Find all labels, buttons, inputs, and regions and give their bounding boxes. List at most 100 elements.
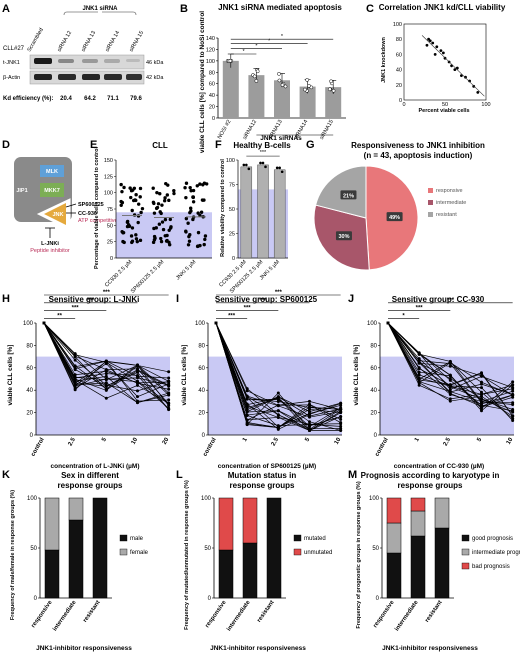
data-point bbox=[159, 211, 163, 216]
y-tick-label: 40 bbox=[209, 93, 215, 99]
y-tick-label: 0 bbox=[110, 256, 113, 262]
data-point bbox=[184, 181, 189, 185]
panel-j-xlabel: concentration of CC-930 (µM) bbox=[394, 463, 484, 470]
data-point bbox=[479, 380, 483, 384]
panel-b-axes: 0 20 40 60 80 100 120 140 bbox=[206, 36, 346, 122]
data-point bbox=[479, 402, 483, 406]
significance-star: *** bbox=[416, 306, 424, 312]
bar-segment bbox=[92, 497, 108, 599]
panel-letter-a: A bbox=[2, 3, 10, 15]
band bbox=[34, 58, 52, 64]
data-point bbox=[448, 383, 452, 387]
panel-letter-i: I bbox=[176, 293, 179, 305]
pie-label: 49% bbox=[389, 215, 400, 221]
y-tick-label: 20 bbox=[209, 105, 215, 111]
legend-label: intermediate prognosis bbox=[472, 550, 520, 556]
y-tick-label: 100 bbox=[27, 496, 38, 502]
data-point bbox=[339, 407, 343, 411]
band bbox=[104, 74, 122, 80]
y-tick-label: 0 bbox=[208, 596, 212, 602]
data-point bbox=[511, 383, 515, 387]
y-tick-label: 25 bbox=[229, 232, 235, 238]
data-point bbox=[169, 225, 173, 229]
data-point bbox=[165, 193, 170, 197]
bar bbox=[240, 166, 253, 259]
bar-segment bbox=[386, 552, 402, 599]
band bbox=[104, 59, 120, 63]
x-tick-label: control bbox=[202, 437, 218, 458]
significance-star: * bbox=[243, 49, 246, 55]
data-point bbox=[136, 220, 140, 225]
size-marker-42: 42 kDa bbox=[146, 75, 164, 81]
legend-swatch bbox=[428, 212, 433, 217]
data-point bbox=[119, 182, 123, 187]
data-point bbox=[441, 51, 445, 55]
data-point bbox=[214, 321, 218, 325]
significance-star: *** bbox=[447, 298, 455, 304]
size-marker-46: 46 kDa bbox=[146, 60, 164, 66]
panel-b-sirna-apoptosis: JNK1 siRNA mediated apoptosis viable CLL… bbox=[199, 3, 346, 153]
bar-segment bbox=[410, 497, 426, 512]
data-point bbox=[428, 39, 432, 43]
data-point bbox=[104, 359, 108, 363]
data-point bbox=[104, 381, 108, 385]
data-point bbox=[73, 373, 77, 377]
jnk-triangle bbox=[44, 203, 66, 225]
data-point bbox=[166, 183, 170, 187]
significance-star: * bbox=[255, 43, 258, 49]
y-tick-label: 100 bbox=[367, 321, 378, 327]
regression-line bbox=[421, 35, 485, 97]
kd-value: 64.2 bbox=[84, 96, 96, 102]
data-point bbox=[195, 244, 200, 249]
lane-label: siRNA 12 bbox=[57, 30, 74, 53]
panel-letter-h: H bbox=[2, 293, 10, 305]
data-point bbox=[130, 226, 135, 230]
panel-e-ylabel: Percentage of viable cells compared to c… bbox=[94, 147, 100, 269]
x-tick-label: 5 bbox=[101, 436, 108, 442]
data-point bbox=[511, 414, 515, 418]
data-point bbox=[73, 352, 77, 356]
data-point bbox=[339, 424, 343, 428]
data-point bbox=[167, 398, 171, 402]
x-tick-label: 1 bbox=[242, 436, 249, 442]
mkk7-box bbox=[40, 183, 64, 197]
data-point bbox=[125, 220, 130, 224]
data-point bbox=[120, 189, 124, 194]
data-point bbox=[276, 415, 280, 419]
data-point bbox=[417, 383, 421, 387]
data-point bbox=[276, 413, 280, 417]
data-point bbox=[276, 409, 280, 413]
legend-label: female bbox=[130, 550, 149, 556]
data-point bbox=[186, 221, 190, 225]
y-tick-label: 50 bbox=[372, 546, 379, 552]
data-point bbox=[204, 182, 209, 186]
data-point bbox=[280, 83, 285, 87]
panel-g-plot: 49% 30% 21% responsive intermediate resistant bbox=[313, 165, 466, 271]
data-point bbox=[167, 391, 171, 395]
data-point bbox=[135, 363, 139, 367]
data-point bbox=[307, 407, 311, 411]
data-point bbox=[172, 188, 176, 193]
data-point bbox=[73, 383, 77, 387]
legend-swatch bbox=[461, 562, 470, 570]
x-tick-label: 10 bbox=[506, 436, 515, 445]
panel-j-ylabel: viable CLL cells [%] bbox=[353, 345, 360, 406]
panel-m-ylabel: Frequency of prognostic groups in respon… bbox=[356, 481, 362, 628]
data-point bbox=[196, 211, 200, 215]
x-tick-label: 2.5 bbox=[271, 436, 281, 447]
data-point bbox=[104, 369, 108, 373]
data-point bbox=[160, 203, 164, 207]
bar-segment bbox=[44, 497, 60, 551]
panel-b-ylabel: viable CLL cells [%] compared to NoSi co… bbox=[199, 11, 206, 153]
y-tick-label: 75 bbox=[229, 183, 235, 189]
data-point bbox=[468, 79, 471, 83]
y-tick-label: 80 bbox=[198, 343, 205, 349]
data-point bbox=[247, 167, 251, 171]
data-point bbox=[245, 397, 249, 401]
band bbox=[58, 59, 74, 63]
data-point bbox=[138, 238, 143, 243]
y-tick-label: 50 bbox=[107, 223, 113, 229]
data-point bbox=[184, 216, 189, 221]
